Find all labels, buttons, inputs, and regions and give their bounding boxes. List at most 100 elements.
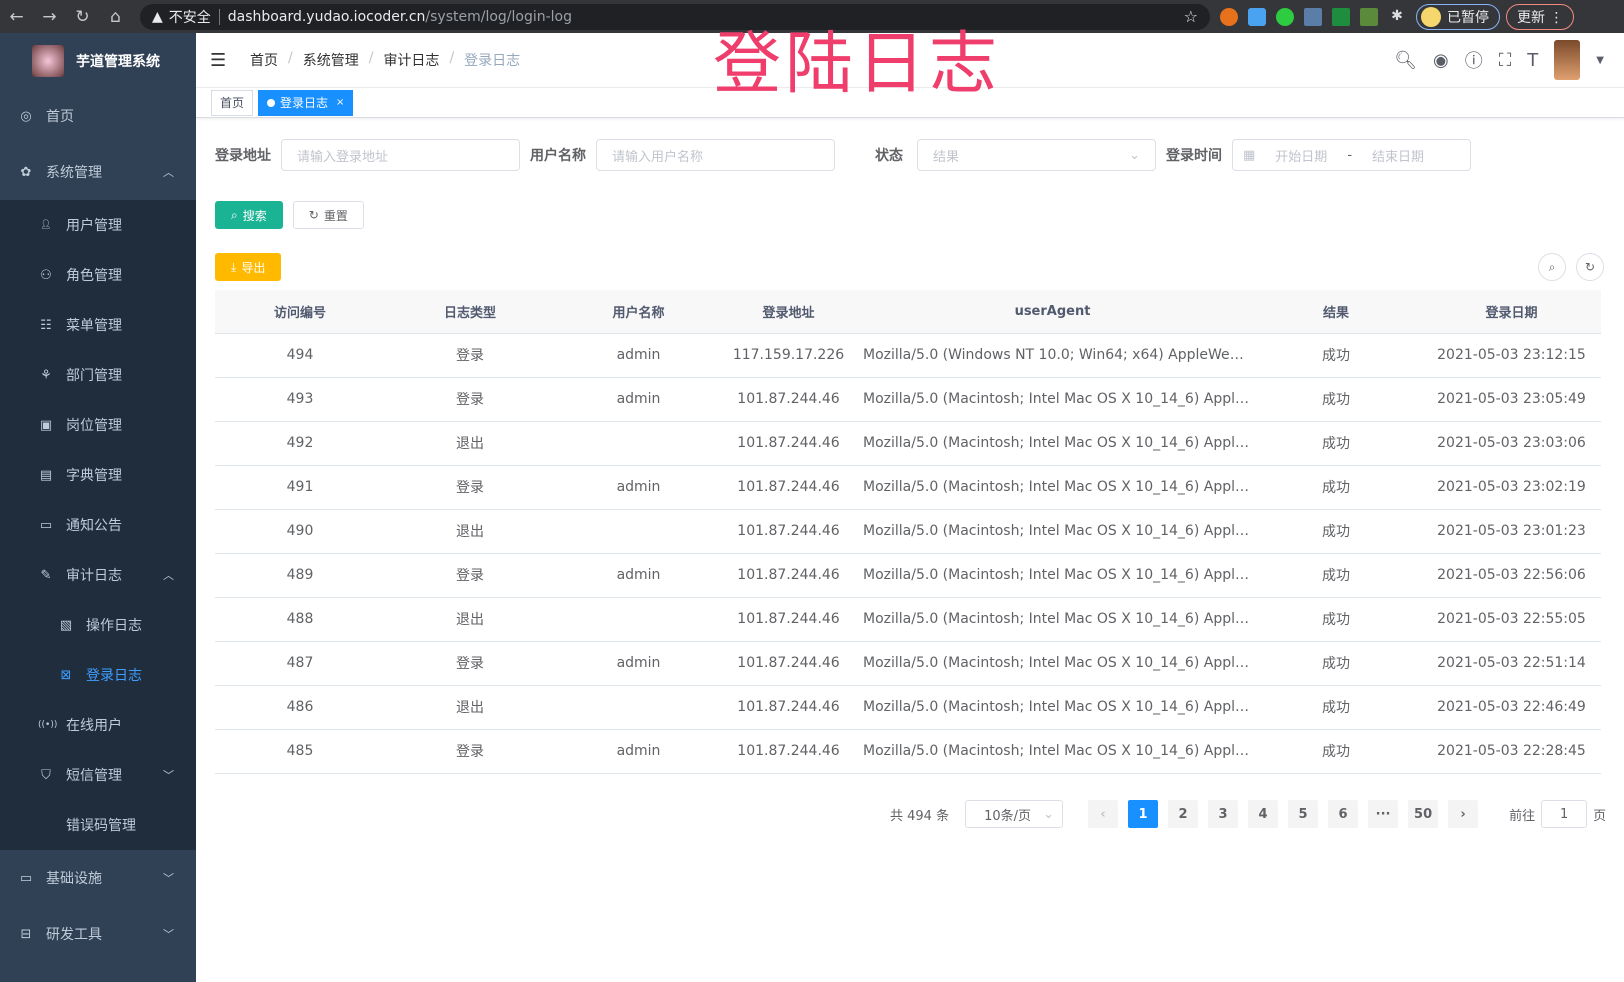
sidebar-menu: ◎ 首页 ✿ 系统管理 ︿ 👤︎ 用户管理 ⚇ 角色管理 ☷ 菜单管理 ⚘ 部门管理 ▣ 岗位管理 ▤ 字典管理… [0, 88, 196, 962]
table-row[interactable]: 488 退出 101.87.244.46 Mozilla/5.0 (Macintosh… [215, 597, 1601, 642]
divider [218, 8, 220, 25]
tags-view: 首页 登录日志 × [196, 88, 1624, 118]
avatar[interactable] [1554, 40, 1581, 80]
extension-icon[interactable] [1276, 7, 1294, 26]
font-size-icon[interactable]: T [1527, 49, 1539, 71]
page-button[interactable]: ··· [1368, 800, 1399, 828]
page-button[interactable]: 50 [1408, 800, 1439, 828]
search-button[interactable]: ⌕ 搜索 [215, 201, 283, 229]
caret-down-icon[interactable]: ▼ [1596, 54, 1604, 66]
sidebar-item[interactable]: ▣ 岗位管理 [0, 400, 196, 450]
table-cell: admin [555, 641, 722, 686]
table-cell: 486 [215, 685, 385, 730]
sidebar-item[interactable]: ⚘ 部门管理 [0, 350, 196, 400]
table-cell: 101.87.244.46 [722, 729, 855, 774]
extension-icon[interactable] [1360, 7, 1378, 26]
prev-page-button[interactable]: ‹ [1088, 800, 1119, 828]
page-button[interactable]: 6 [1328, 800, 1359, 828]
sidebar-item[interactable]: ▤ 字典管理 [0, 450, 196, 500]
navbar: ☰ 首页 / 系统管理 / 审计日志 / 登录日志 🔍︎ ◉ ⓘ ⛶ T ▼ [196, 33, 1624, 88]
puzzle-icon[interactable]: ✱ [1391, 7, 1403, 24]
search-icon[interactable]: 🔍︎ [1394, 49, 1417, 71]
sidebar-item[interactable]: ⊟ 研发工具 ﹀ [0, 906, 196, 962]
breadcrumb-item: 审计日志 [383, 53, 440, 69]
next-page-button[interactable]: › [1448, 800, 1479, 828]
fullscreen-icon[interactable]: ⛶ [1498, 49, 1512, 71]
sidebar-item[interactable]: 👤︎ 用户管理 [0, 200, 196, 250]
bookmark-star-icon[interactable]: ☆ [1183, 7, 1198, 26]
sidebar-item[interactable]: ⊠ 登录日志 [0, 650, 196, 700]
shield-icon: ⛉ [41, 767, 51, 783]
table-cell: 2021-05-03 22:51:14 [1422, 641, 1601, 686]
extension-icon[interactable] [1220, 7, 1238, 26]
table-row[interactable]: 491 登录 admin 101.87.244.46 Mozilla/5.0 (Maci… [215, 465, 1601, 510]
forward-icon[interactable]: → [42, 6, 57, 27]
goto-page-input[interactable]: 1 [1541, 800, 1588, 828]
sidebar-item[interactable]: ▭ 通知公告 [0, 500, 196, 550]
username-input[interactable]: 请输入用户名称 [596, 139, 835, 171]
sidebar-item[interactable]: ◎ 首页 [0, 88, 196, 144]
profile-button[interactable]: 已暂停 [1416, 3, 1500, 30]
date-range-picker[interactable]: ▦ 开始日期 - 结束日期 [1232, 139, 1471, 171]
page-button[interactable]: 4 [1248, 800, 1279, 828]
sidebar-item[interactable]: ▭ 基础设施 ﹀ [0, 850, 196, 906]
reset-button[interactable]: ↻ 重置 [292, 201, 364, 229]
profile-avatar [1421, 6, 1441, 27]
status-select[interactable]: 结果 ⌄ [917, 139, 1156, 171]
table-row[interactable]: 486 退出 101.87.244.46 Mozilla/5.0 (Macintosh… [215, 685, 1601, 730]
table-row[interactable]: 494 登录 admin 117.159.17.226 Mozilla/5.0 (Win… [215, 333, 1601, 378]
table-cell: 488 [215, 597, 385, 642]
tool-icon: ⊟ [20, 926, 32, 942]
update-button[interactable]: 更新 ⋮ [1506, 3, 1575, 30]
toggle-search-icon[interactable]: ⌕ [1538, 253, 1566, 281]
table-row[interactable]: 490 退出 101.87.244.46 Mozilla/5.0 (Macintosh… [215, 509, 1601, 554]
github-icon[interactable]: ◉ [1432, 49, 1449, 71]
export-button[interactable]: ⤓ 导出 [215, 253, 282, 281]
page-button[interactable]: 3 [1208, 800, 1239, 828]
address-input[interactable]: 请输入登录地址 [281, 139, 520, 171]
sidebar-item[interactable]: 错误码管理 [0, 800, 196, 850]
tag-login-log[interactable]: 登录日志 × [258, 89, 354, 116]
home-icon[interactable]: ⌂ [110, 6, 121, 27]
table-cell: 成功 [1250, 333, 1422, 378]
page-button[interactable]: 1 [1128, 800, 1159, 828]
tag-home[interactable]: 首页 [211, 89, 254, 116]
reload-icon[interactable]: ↻ [75, 6, 90, 27]
sidebar-item[interactable]: ⛉ 短信管理 ﹀ [0, 750, 196, 800]
breadcrumb-item-current: 登录日志 [464, 53, 521, 69]
close-icon[interactable]: × [336, 97, 345, 108]
sidebar-item[interactable]: ((•)) 在线用户 [0, 700, 196, 750]
table-cell: Mozilla/5.0 (Macintosh; Intel Mac OS X 1… [855, 685, 1250, 730]
page-size-value: 10条/页 [984, 808, 1032, 824]
end-date[interactable]: 结束日期 [1372, 149, 1425, 165]
sidebar-item[interactable]: ☷ 菜单管理 [0, 300, 196, 350]
table-cell: 101.87.244.46 [722, 377, 855, 422]
table-row[interactable]: 493 登录 admin 101.87.244.46 Mozilla/5.0 (Maci… [215, 377, 1601, 422]
sidebar-item[interactable]: ✿ 系统管理 ︿ [0, 144, 196, 200]
hamburger-icon[interactable]: ☰ [210, 49, 227, 71]
table-row[interactable]: 492 退出 101.87.244.46 Mozilla/5.0 (Macintosh… [215, 421, 1601, 466]
chevron-down-icon: ⌄ [1129, 147, 1140, 163]
extension-icon[interactable] [1304, 7, 1322, 26]
table-row[interactable]: 485 登录 admin 101.87.244.46 Mozilla/5.0 (Maci… [215, 729, 1601, 774]
page-button[interactable]: 5 [1288, 800, 1319, 828]
extension-icon[interactable] [1332, 7, 1350, 26]
breadcrumb-item[interactable]: 首页 [250, 53, 278, 69]
start-date[interactable]: 开始日期 [1275, 149, 1328, 165]
back-icon[interactable]: ← [9, 6, 24, 27]
page-size-select[interactable]: 10条/页 ⌄ [965, 800, 1064, 828]
sidebar-item[interactable]: ⚇ 角色管理 [0, 250, 196, 300]
table-cell: Mozilla/5.0 (Macintosh; Intel Mac OS X 1… [855, 421, 1250, 466]
table-row[interactable]: 489 登录 admin 101.87.244.46 Mozilla/5.0 (Maci… [215, 553, 1601, 598]
refresh-icon[interactable]: ↻ [1576, 253, 1604, 281]
sidebar-item[interactable]: ▧ 操作日志 [0, 600, 196, 650]
update-label: 更新 [1517, 9, 1545, 26]
sidebar-item[interactable]: ✎ 审计日志 ︿ [0, 550, 196, 600]
address-bar[interactable]: ▲ 不安全 dashboard.yudao.iocoder.cn/system/… [140, 3, 1210, 30]
help-icon[interactable]: ⓘ [1464, 51, 1483, 72]
extension-icon[interactable] [1248, 7, 1266, 26]
page-button[interactable]: 2 [1168, 800, 1199, 828]
sidebar-logo[interactable]: 芋道管理系统 [0, 33, 196, 88]
paused-label: 已暂停 [1447, 9, 1489, 26]
table-row[interactable]: 487 登录 admin 101.87.244.46 Mozilla/5.0 (Maci… [215, 641, 1601, 686]
